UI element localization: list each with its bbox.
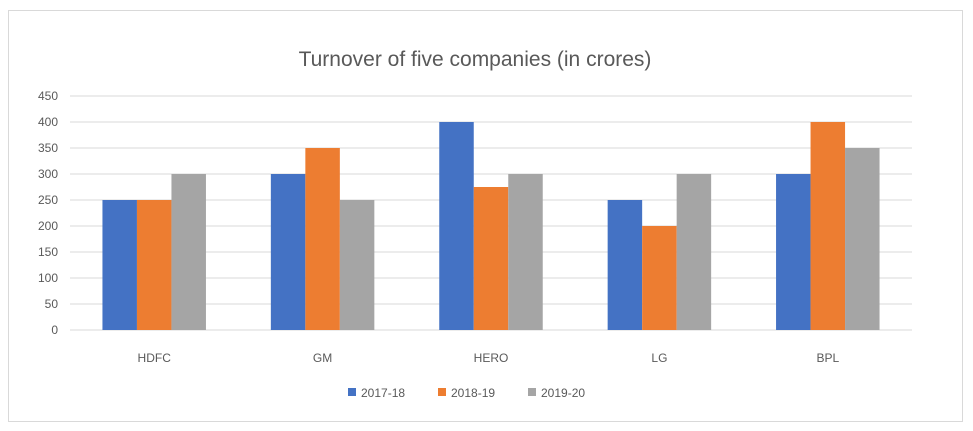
- bar-hdfc-2019-20: [171, 174, 206, 330]
- bar-gm-2019-20: [339, 200, 375, 330]
- x-tick-label: HDFC: [138, 351, 172, 365]
- y-tick-label: 0: [51, 323, 58, 337]
- bar-bpl-2018-19: [810, 122, 846, 330]
- y-tick-label: 450: [38, 89, 58, 103]
- legend: 2017-18 2018-19 2019-20: [348, 386, 585, 400]
- legend-label: 2017-18: [361, 386, 405, 400]
- y-axis-ticks: 0 50 100 150 200 250 300 350 400 450: [38, 89, 58, 337]
- y-tick-label: 200: [38, 219, 58, 233]
- bar-hdfc-2017-18: [102, 200, 137, 330]
- legend-swatch: [438, 388, 446, 396]
- x-tick-label: GM: [313, 351, 332, 365]
- y-tick-label: 250: [38, 193, 58, 207]
- bar-hero-2017-18: [439, 122, 474, 330]
- chart-title: Turnover of five companies (in crores): [299, 48, 652, 71]
- bar-gm-2018-19: [305, 148, 340, 330]
- bars: [102, 122, 880, 330]
- bar-hero-2019-20: [508, 174, 543, 330]
- legend-swatch: [348, 388, 356, 396]
- bar-lg-2018-19: [642, 226, 677, 330]
- gridlines: [70, 95, 912, 331]
- y-tick-label: 350: [38, 141, 58, 155]
- y-tick-label: 400: [38, 115, 58, 129]
- legend-label: 2018-19: [451, 386, 495, 400]
- y-tick-label: 300: [38, 167, 58, 181]
- bar-lg-2019-20: [676, 174, 712, 330]
- bar-hdfc-2018-19: [136, 200, 172, 330]
- legend-label: 2019-20: [541, 386, 585, 400]
- legend-swatch: [528, 388, 536, 396]
- bar-bpl-2019-20: [845, 148, 880, 330]
- y-tick-label: 150: [38, 245, 58, 259]
- x-tick-label: LG: [651, 351, 667, 365]
- bar-bpl-2017-18: [776, 174, 811, 330]
- bar-lg-2017-18: [607, 200, 643, 330]
- bar-gm-2017-18: [270, 174, 306, 330]
- x-axis-ticks: HDFC GM HERO LG BPL: [138, 351, 840, 365]
- y-tick-label: 100: [38, 271, 58, 285]
- y-tick-label: 50: [45, 297, 59, 311]
- x-tick-label: BPL: [816, 351, 839, 365]
- x-tick-label: HERO: [474, 351, 509, 365]
- bar-hero-2018-19: [473, 187, 509, 330]
